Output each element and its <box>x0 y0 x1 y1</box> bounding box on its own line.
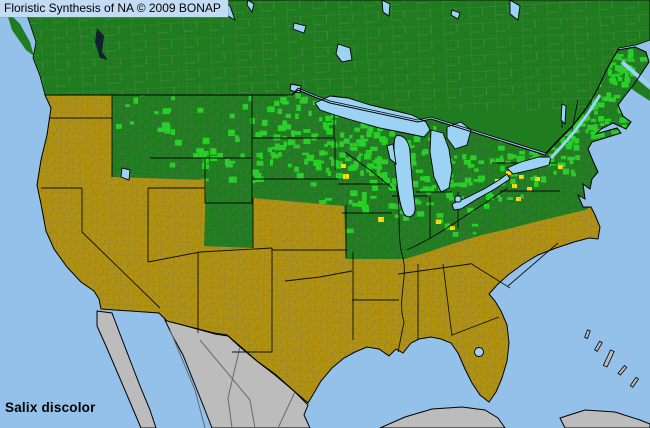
region-cuba <box>559 409 650 428</box>
lake-champlain <box>560 103 567 126</box>
canada-lake <box>246 0 255 14</box>
lake-okeechobee <box>474 347 484 357</box>
canada-lake <box>292 22 307 34</box>
canada-lake <box>509 0 521 21</box>
region-vancouver-island <box>6 10 34 56</box>
lake-st-clair <box>454 195 462 203</box>
lake-huron <box>429 129 453 193</box>
lakes <box>120 0 567 357</box>
species-name-label: Salix discolor <box>5 400 96 415</box>
st-lawrence-river <box>549 94 602 160</box>
bay-of-fundy <box>620 60 650 88</box>
green-bay <box>386 143 397 166</box>
state-borders <box>41 95 579 353</box>
map-attribution-bar: Floristic Synthesis of NA © 2009 BONAP <box>0 0 228 17</box>
georgian-bay <box>446 121 472 150</box>
canada-lake <box>450 9 461 20</box>
region-outside-coverage <box>96 310 650 428</box>
great-salt-lake <box>120 167 131 181</box>
lake-ontario <box>506 156 552 175</box>
puget-sound <box>95 28 108 60</box>
region-bahamas <box>584 329 640 388</box>
region-baja-california <box>96 310 157 428</box>
region-canada-present <box>6 0 650 153</box>
attribution-text: Floristic Synthesis of NA © 2009 BONAP <box>4 1 221 15</box>
mexico-state-borders <box>169 329 296 428</box>
lake-nipigon <box>335 43 353 63</box>
lake-erie <box>451 173 511 211</box>
region-mexico-southeast <box>379 406 506 428</box>
canada-lake <box>381 0 391 17</box>
lake-of-the-woods <box>289 83 302 94</box>
